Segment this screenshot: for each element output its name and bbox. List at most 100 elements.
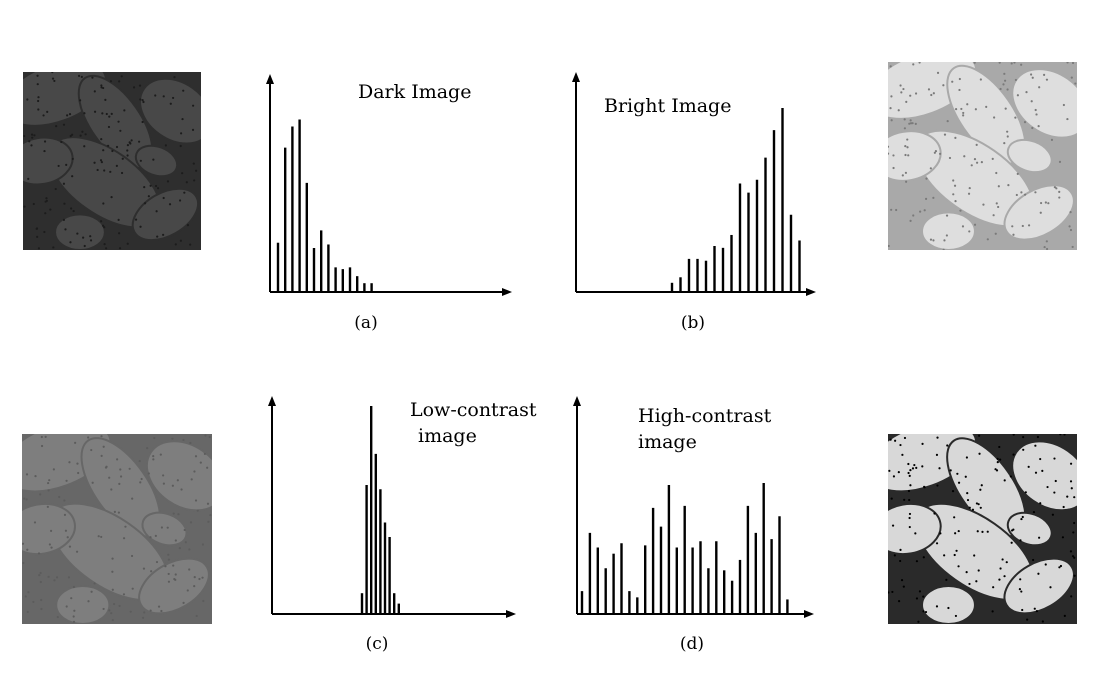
pollen-pore [954,108,958,111]
pollen-pore [33,134,36,137]
pollen-pore [190,478,193,481]
pollen-pore [895,208,898,212]
pollen-pore [1020,63,1023,66]
pollen-pore [970,164,973,167]
pollen-pore [962,114,965,117]
pollen-pore [906,138,909,141]
pollen-pore [1032,558,1035,562]
pollen-pore [182,601,185,604]
pollen-pore [909,468,912,472]
pollen-pore [929,167,932,170]
pollen-pore [138,140,141,143]
pollen-pore [888,145,890,148]
pollen-pore [39,493,42,496]
pollen-pore [1046,485,1049,489]
pollen-grain [131,187,200,242]
pollen-pore [71,175,74,178]
pollen-pore [27,177,30,180]
pollen-pore [87,600,90,603]
pollen-pore [171,96,175,100]
pollen-pore [104,466,108,469]
pollen-pore [118,80,121,83]
pollen-pore [141,616,145,619]
pollen-pore [918,590,922,593]
pollen-pore [118,604,121,608]
pollen-pore [958,88,961,92]
pollen-grain [1003,557,1075,615]
pollen-pore [62,182,66,185]
pollen-pore [921,442,924,445]
pollen-pore [891,590,894,594]
pollen-pore [1051,513,1054,516]
pollen-pore [946,444,949,447]
pollen-pore [131,497,134,500]
pollen-pore [1039,201,1043,205]
pollen-pore [977,569,980,572]
pollen-pore [994,232,997,235]
pollen-pore [46,505,49,508]
pollen-pore [933,512,936,515]
pollen-pore [985,105,988,108]
pollen-pore [117,511,120,514]
pollen-pore [1074,82,1077,85]
pollen-pore [65,479,68,482]
pollen-pore [953,516,956,519]
pollen-pore [173,76,176,79]
pollen-pore [1069,480,1073,483]
pollen-pore [956,472,959,475]
pollen-pore [93,161,96,164]
pollen-pore [22,542,25,545]
pollen-pore [193,179,196,182]
pollen-pore [922,556,925,559]
pollen-pore [904,153,907,157]
pollen-pore [1058,566,1061,569]
low-contrast-histogram: Low-contrast image (c) [268,396,537,654]
pollen-pore [108,115,111,118]
pollen-pore [918,62,921,64]
pollen-pore [84,133,87,136]
pollen-pore [26,98,29,101]
pollen-pore [162,95,165,98]
pollen-pore [1072,531,1075,534]
pollen-pore [100,86,103,89]
pollen-pore [943,133,947,136]
pollen-pore [935,542,939,545]
histogram-bars [360,406,400,614]
pollen-pore [897,109,900,112]
pollen-pore [974,108,977,111]
pollen-pore [49,529,53,532]
pollen-pore [40,435,43,439]
pollen-pore [150,570,153,573]
pollen-pore [44,212,47,215]
pollen-grain [888,62,978,120]
pollen-pore [890,497,893,500]
pollen-pore [1066,495,1069,498]
pollen-pore [32,202,35,206]
pollen-pore [110,112,113,115]
pollen-pore [996,457,999,460]
pollen-pore [43,149,46,153]
pollen-pore [903,436,907,440]
pollen-pore [174,578,177,581]
pollen-pore [980,161,983,164]
pollen-pore [38,574,41,577]
pollen-pore [68,113,72,116]
pollen-pore [975,502,979,505]
pollen-pore [47,481,50,485]
pollen-pore [209,514,212,517]
pollen-pore [1014,78,1017,82]
pollen-pore [155,560,159,564]
pollen-pore [1045,78,1049,81]
pollen-pore [892,154,895,157]
pollen-pore [1068,225,1071,228]
pollen-pore [889,65,892,68]
pollen-pore [961,225,965,228]
pollen-pore [911,467,915,470]
pollen-pore [72,585,75,589]
pollen-pore [110,195,113,199]
pollen-pore [45,197,48,200]
pollen-pore [1035,113,1038,116]
pollen-pore [979,488,982,491]
pollen-pore [907,154,910,157]
pollen-grain [138,557,210,615]
